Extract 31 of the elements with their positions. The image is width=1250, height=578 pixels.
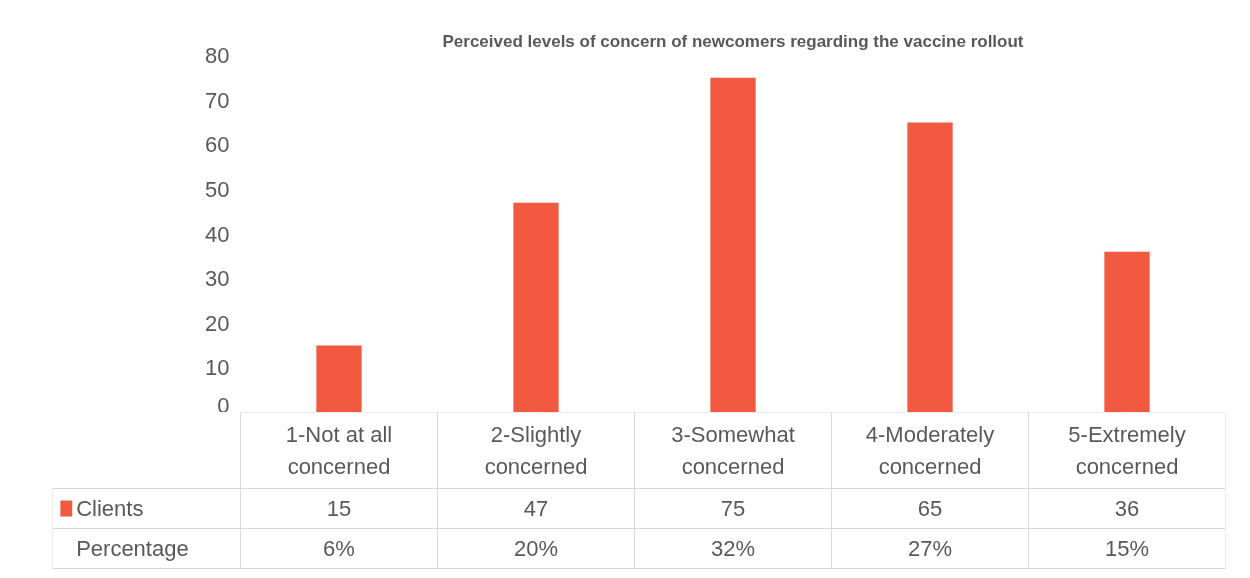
legend-label: Clients <box>76 496 144 521</box>
x-tick-label: 3-Somewhat concerned <box>671 422 795 479</box>
text: 27% <box>907 536 953 561</box>
x-tick-label: 5-Extremely concerned <box>1068 422 1186 479</box>
y-tick-label: 70 <box>205 87 230 113</box>
data-label: 75 <box>720 496 746 521</box>
text: 20% <box>513 536 559 561</box>
chart-title: Perceived levels of concern of newcomers regarding the vaccine rollout <box>442 31 1024 51</box>
x-tick-label: 4-Moderately concerned <box>865 422 995 479</box>
bar <box>1104 251 1150 412</box>
y-tick-label: 50 <box>205 176 230 202</box>
y-tick-label: 20 <box>205 310 230 336</box>
text: Percentage <box>76 536 189 561</box>
bar <box>907 122 953 412</box>
x-tick-label: 2-Slightly concerned <box>484 422 588 479</box>
bar <box>513 202 559 412</box>
x-tick-label: 1-Not at all concerned <box>285 422 393 479</box>
text: 6% <box>323 536 355 561</box>
y-tick-label: 80 <box>205 43 230 68</box>
y-tick-label: 10 <box>205 355 230 381</box>
y-tick-label: 40 <box>205 221 230 247</box>
text: 15% <box>1104 536 1150 561</box>
bar <box>316 345 362 412</box>
data-label: 15 <box>326 496 352 521</box>
data-label: 65 <box>917 496 943 521</box>
data-label: 47 <box>523 496 549 521</box>
data-label: 36 <box>1114 496 1140 521</box>
text: 32% <box>710 536 756 561</box>
y-tick-label: 60 <box>205 132 230 158</box>
y-tick-label: 30 <box>205 266 230 292</box>
y-tick-label: 0 <box>217 392 230 418</box>
